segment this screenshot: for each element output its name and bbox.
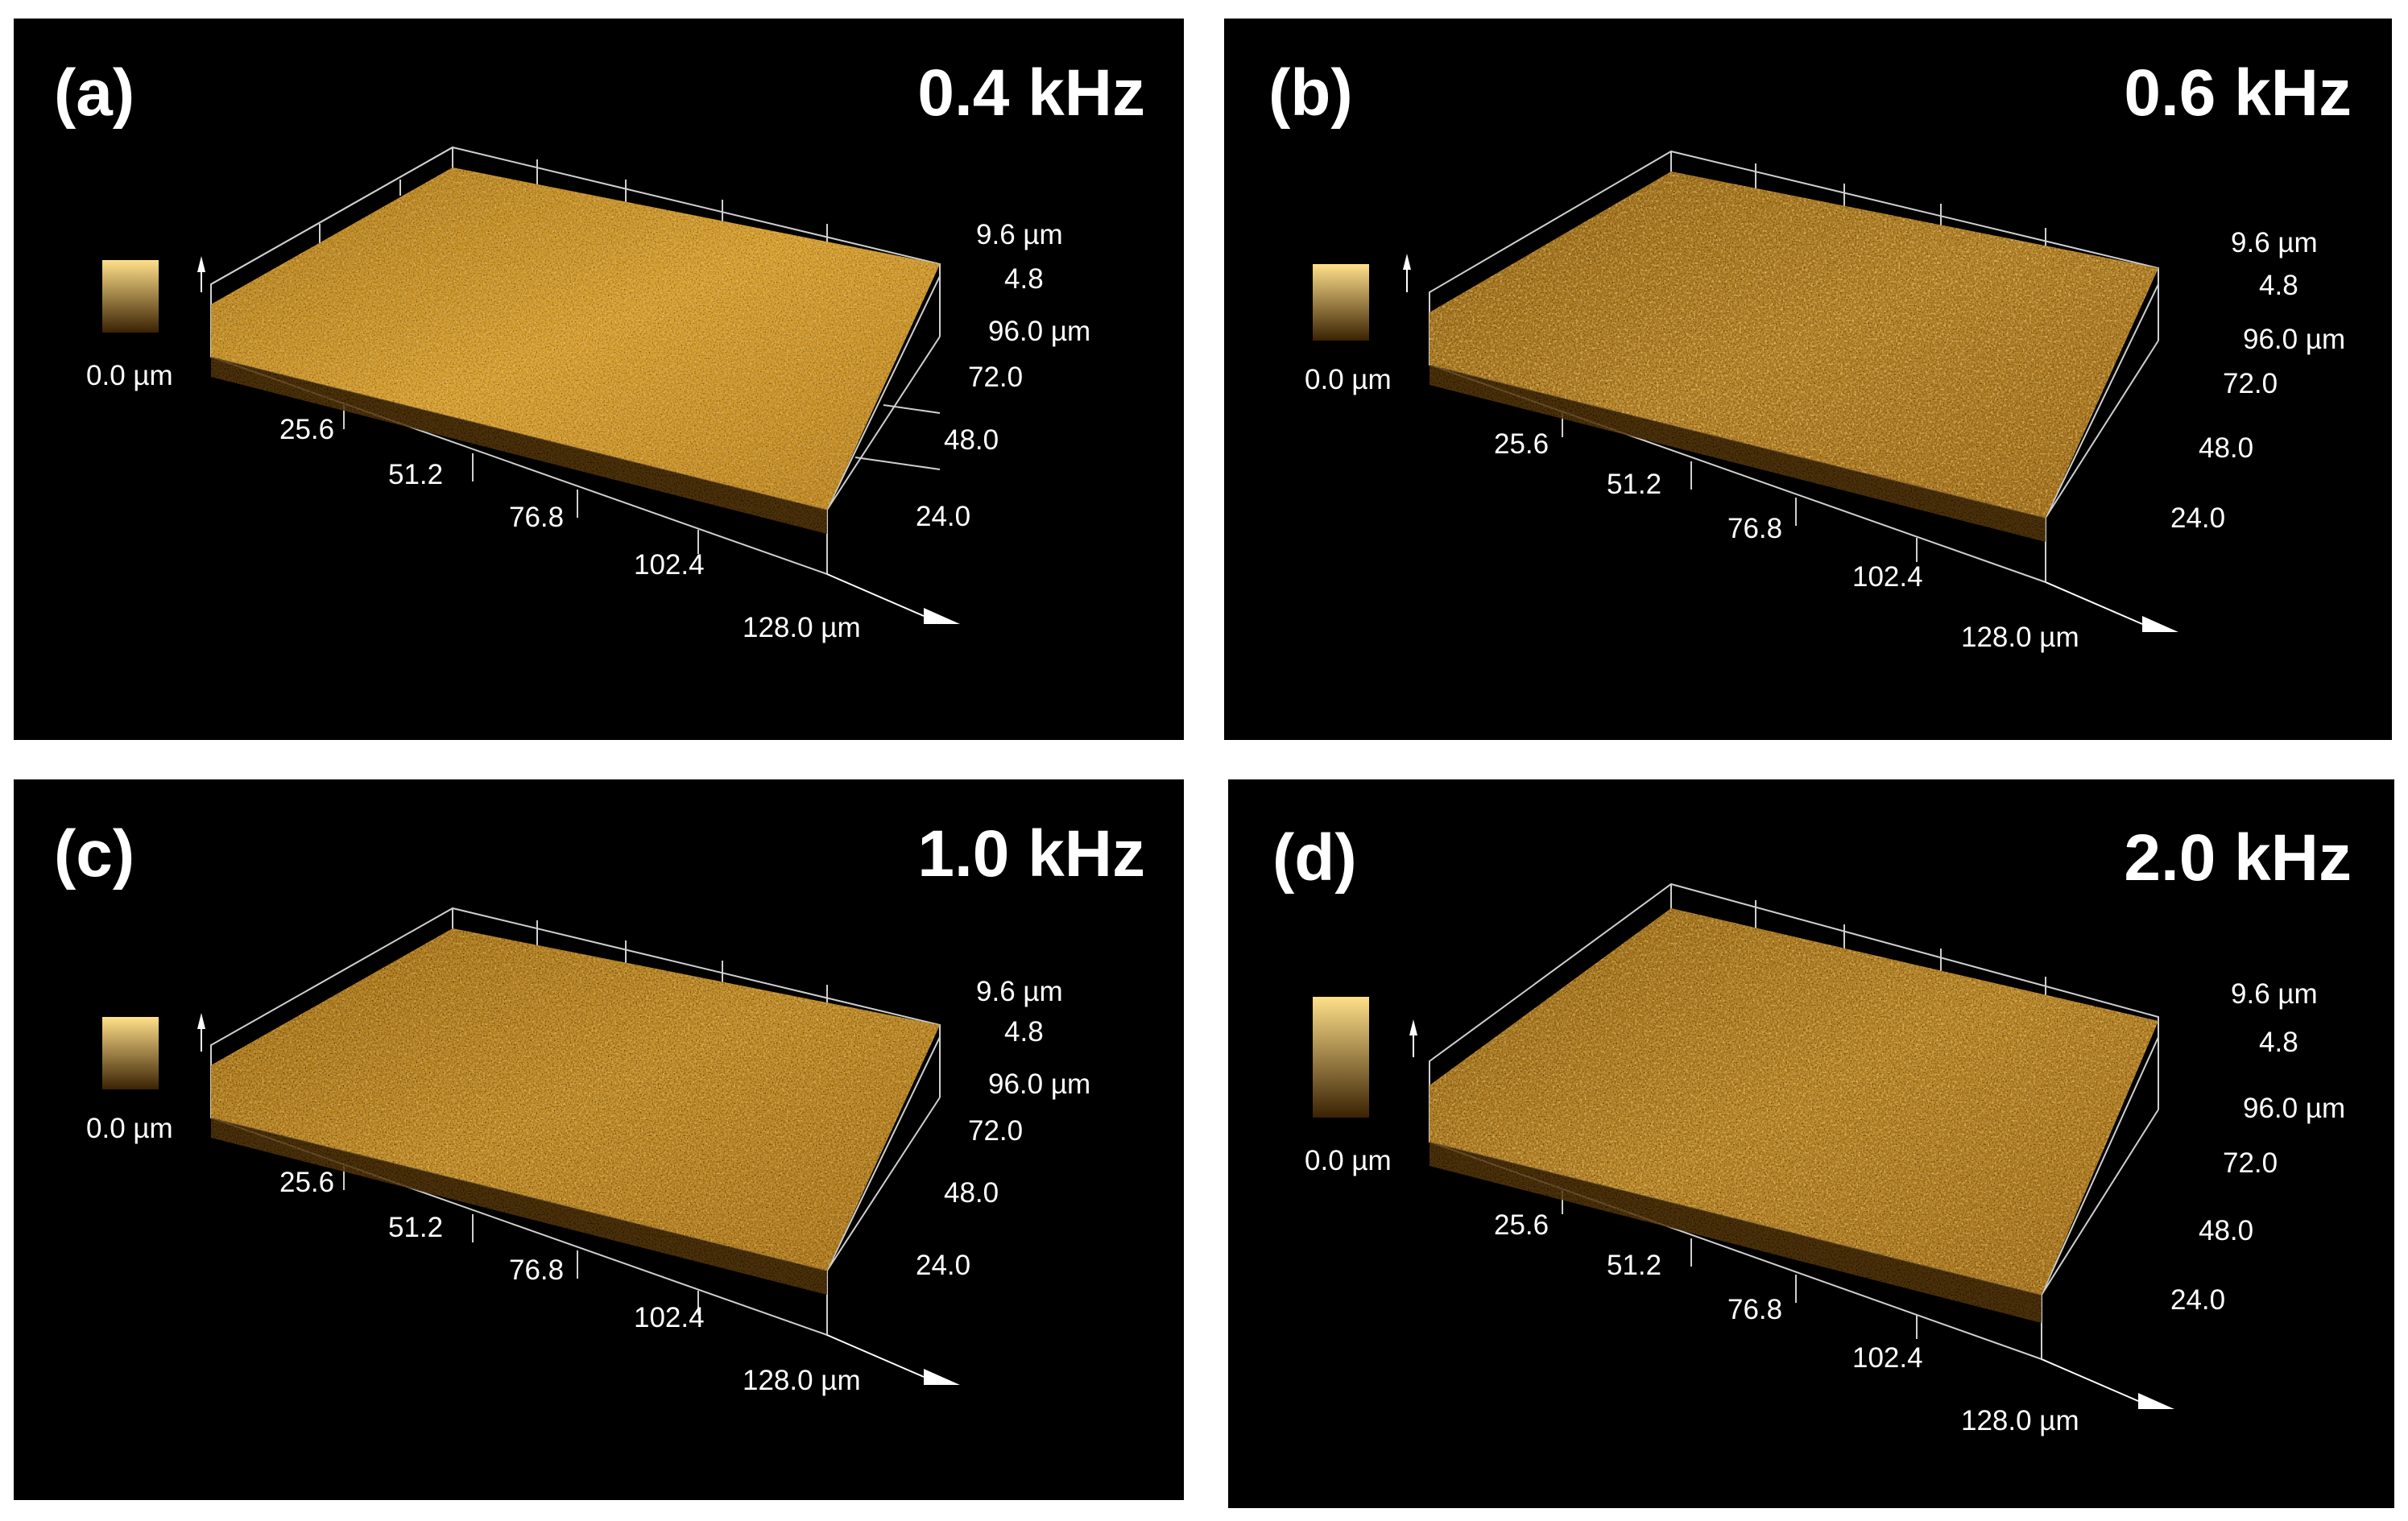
x-tick: 25.6 [1494, 428, 1549, 460]
scale-min-label: 0.0 µm [86, 1113, 173, 1144]
surface-plot-b: (b) 0.6 kHz 0.0 µm 9.6 µm 4.8 96.0 µm 72… [1268, 56, 2352, 653]
z-tick-mid: 4.8 [2259, 270, 2298, 301]
y-tick: 24.0 [2170, 502, 2225, 534]
color-scale-bar [1313, 264, 1369, 341]
y-tick: 24.0 [916, 1250, 970, 1281]
x-tick: 51.2 [388, 459, 443, 490]
surface-plot-c: (c) 1.0 kHz 0.0 µm 9.6 µm 4.8 96.0 µm 72… [54, 817, 1145, 1396]
y-tick: 72.0 [2223, 368, 2278, 399]
x-tick: 76.8 [1727, 513, 1782, 544]
y-tick: 48.0 [2199, 1215, 2253, 1246]
x-tick: 128.0 µm [1961, 622, 2079, 653]
y-tick: 72.0 [968, 1115, 1023, 1147]
z-tick-max: 9.6 µm [976, 976, 1063, 1007]
x-tick: 128.0 µm [743, 612, 861, 643]
y-tick: 96.0 µm [988, 1068, 1090, 1100]
x-tick: 76.8 [1727, 1294, 1782, 1325]
panel-label: (b) [1268, 56, 1353, 130]
y-tick: 72.0 [2223, 1147, 2278, 1179]
y-tick: 48.0 [944, 1177, 999, 1209]
frequency-label: 2.0 kHz [2124, 821, 2352, 895]
panel-label: (c) [54, 817, 134, 891]
x-tick: 128.0 µm [1961, 1405, 2079, 1436]
y-tick: 72.0 [968, 362, 1023, 393]
x-tick: 51.2 [1607, 1250, 1661, 1281]
frequency-label: 1.0 kHz [917, 817, 1145, 891]
z-tick-mid: 4.8 [2259, 1027, 2298, 1058]
panel-d: (d) 2.0 kHz 0.0 µm 9.6 µm 4.8 96.0 µm 72… [1228, 779, 2394, 1508]
z-tick-mid: 4.8 [1004, 1016, 1044, 1048]
x-tick: 102.4 [1852, 1342, 1923, 1374]
x-tick: 25.6 [279, 414, 334, 445]
y-tick: 48.0 [944, 424, 999, 456]
panel-label: (d) [1272, 821, 1357, 895]
axis-arrows [197, 256, 960, 624]
axis-arrows [1409, 1019, 2174, 1409]
scale-min-label: 0.0 µm [86, 360, 173, 391]
panel-label: (a) [54, 56, 134, 130]
scale-min-label: 0.0 µm [1305, 364, 1392, 395]
y-tick: 96.0 µm [2243, 1093, 2345, 1124]
x-tick: 25.6 [1494, 1209, 1549, 1241]
surface-plot-a: (a) 0.4 kHz 0.0 µm 9.6 µm 4.8 96.0 µm 72… [54, 56, 1145, 643]
x-tick: 102.4 [1852, 561, 1923, 593]
axis-arrows [1403, 254, 2178, 632]
x-tick: 51.2 [1607, 469, 1661, 500]
color-scale-bar [102, 1017, 159, 1089]
panel-a: (a) 0.4 kHz 0.0 µm 9.6 µm 4.8 96.0 µm 72… [14, 19, 1184, 740]
color-scale-bar [102, 260, 159, 333]
surface-plot-d: (d) 2.0 kHz 0.0 µm 9.6 µm 4.8 96.0 µm 72… [1272, 821, 2352, 1436]
x-tick: 76.8 [509, 1254, 564, 1286]
panel-b: (b) 0.6 kHz 0.0 µm 9.6 µm 4.8 96.0 µm 72… [1224, 19, 2392, 740]
y-tick: 24.0 [916, 501, 970, 532]
y-tick: 96.0 µm [2243, 324, 2345, 355]
y-tick: 48.0 [2199, 432, 2253, 464]
scale-min-label: 0.0 µm [1305, 1145, 1392, 1176]
y-tick: 24.0 [2170, 1284, 2225, 1316]
x-tick: 128.0 µm [743, 1365, 861, 1396]
x-tick: 25.6 [279, 1167, 334, 1198]
x-tick: 102.4 [634, 1302, 705, 1333]
z-tick-max: 9.6 µm [976, 219, 1063, 250]
x-tick: 102.4 [634, 549, 705, 581]
frequency-label: 0.4 kHz [917, 56, 1145, 130]
x-tick: 76.8 [509, 502, 564, 533]
z-tick-max: 9.6 µm [2231, 978, 2318, 1010]
x-tick: 51.2 [388, 1212, 443, 1243]
color-scale-bar [1313, 997, 1369, 1118]
panel-c: (c) 1.0 kHz 0.0 µm 9.6 µm 4.8 96.0 µm 72… [14, 779, 1184, 1500]
z-tick-mid: 4.8 [1004, 263, 1044, 295]
y-tick: 96.0 µm [988, 316, 1090, 347]
frequency-label: 0.6 kHz [2124, 56, 2352, 130]
axis-arrows [197, 1013, 960, 1385]
z-tick-max: 9.6 µm [2231, 227, 2318, 258]
